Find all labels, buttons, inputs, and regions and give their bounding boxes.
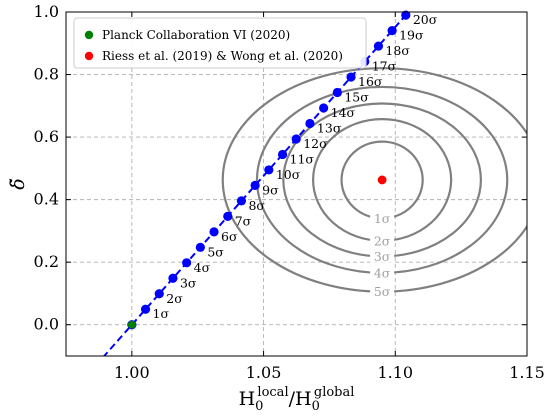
sigma-point-label: 1σ	[153, 306, 170, 321]
sigma-point-label: 17σ	[372, 59, 397, 74]
sigma-point-labels: 1σ2σ3σ4σ5σ6σ7σ8σ9σ10σ11σ12σ13σ14σ15σ16σ1…	[153, 12, 438, 321]
contour-label-gap	[370, 250, 395, 263]
sigma-point-label: 9σ	[262, 182, 279, 197]
sigma-point-label: 6σ	[221, 229, 238, 244]
x-tick-label: 1.10	[377, 363, 413, 382]
sigma-point	[387, 26, 397, 36]
sigma-point-label: 13σ	[317, 120, 342, 135]
sigma-point-label: 15σ	[344, 90, 369, 105]
sigma-point	[250, 180, 260, 191]
sigma-point-label: 11σ	[290, 151, 315, 166]
sigma-point-label: 18σ	[385, 43, 410, 58]
observation-points	[127, 175, 387, 329]
sigma-point	[305, 118, 315, 129]
sigma-point-label: 20σ	[413, 12, 438, 27]
legend-entry-label: Planck Collaboration VI (2020)	[102, 28, 290, 42]
contour-label-gap	[370, 234, 395, 247]
sigma-point-label: 10σ	[276, 167, 301, 182]
tension-line-layer	[102, 12, 410, 356]
x-tick-label: 1.05	[246, 363, 282, 382]
legend-marker	[84, 30, 94, 40]
contour-label: 3σ	[374, 249, 391, 264]
sigma-point-label: 4σ	[194, 260, 211, 275]
sigma-point-label: 3σ	[180, 275, 197, 290]
contour-label-gap	[370, 212, 395, 225]
contour-label: 5σ	[374, 284, 391, 299]
sigma-point	[346, 72, 356, 82]
sigma-point-label: 14σ	[331, 105, 356, 120]
sigma-point-label: 19σ	[399, 28, 424, 43]
y-tick-label: 0.0	[34, 315, 59, 334]
sigma-point-label: 7σ	[235, 213, 252, 228]
x-tick-label: 1.15	[509, 363, 545, 382]
sigma-point	[401, 10, 411, 20]
sigma-point	[223, 211, 233, 221]
plot-frame	[65, 11, 528, 357]
contour-label-gap	[370, 266, 395, 279]
axis-ticks: 1.00 1.05 1.10 1.15 0.0 0.2 0.4 0.6 0.8 1.0	[34, 2, 545, 382]
sigma-point-label: 2σ	[166, 291, 183, 306]
sigma-point-label: 16σ	[358, 74, 383, 89]
sigma-point	[154, 289, 164, 299]
sigma-point	[319, 103, 329, 113]
sigma-point-label: 5σ	[207, 244, 224, 259]
sigma-point	[264, 165, 274, 175]
sigma-point-label: 12σ	[303, 136, 328, 151]
y-tick-label: 0.6	[34, 127, 59, 146]
x-axis-label: H0local/H0global	[239, 385, 355, 414]
y-axis-label: δ̃	[7, 178, 29, 189]
sigma-point	[332, 87, 342, 98]
contour-label: 2σ	[374, 233, 391, 248]
planck-point	[127, 320, 136, 329]
sigma-point-label: 8σ	[248, 198, 265, 213]
sigma-point	[209, 227, 219, 237]
contour-label: 1σ	[374, 211, 391, 226]
y-tick-label: 0.2	[34, 252, 59, 271]
x-tick-label: 1.00	[114, 363, 150, 382]
sigma-point	[291, 134, 301, 144]
legend: Planck Collaboration VI (2020) Riess et a…	[73, 17, 367, 69]
legend-box	[73, 17, 367, 69]
y-tick-label: 1.0	[34, 2, 59, 21]
contour-label-gap	[370, 285, 395, 298]
legend-entry-label: Riess et al. (2019) & Wong et al. (2020)	[102, 49, 343, 63]
y-tick-label: 0.8	[34, 65, 59, 84]
shoes-point	[377, 175, 387, 185]
sigma-point	[182, 258, 192, 268]
legend-marker	[84, 51, 94, 61]
sigma-point	[168, 273, 178, 283]
contour-label: 4σ	[374, 265, 391, 280]
sigma-point	[373, 41, 384, 51]
y-tick-label: 0.4	[34, 190, 59, 209]
sigma-point	[236, 196, 247, 206]
sigma-point	[195, 242, 205, 252]
sigma-point	[140, 304, 151, 314]
sigma-point	[277, 149, 288, 160]
tension-line	[102, 12, 410, 356]
